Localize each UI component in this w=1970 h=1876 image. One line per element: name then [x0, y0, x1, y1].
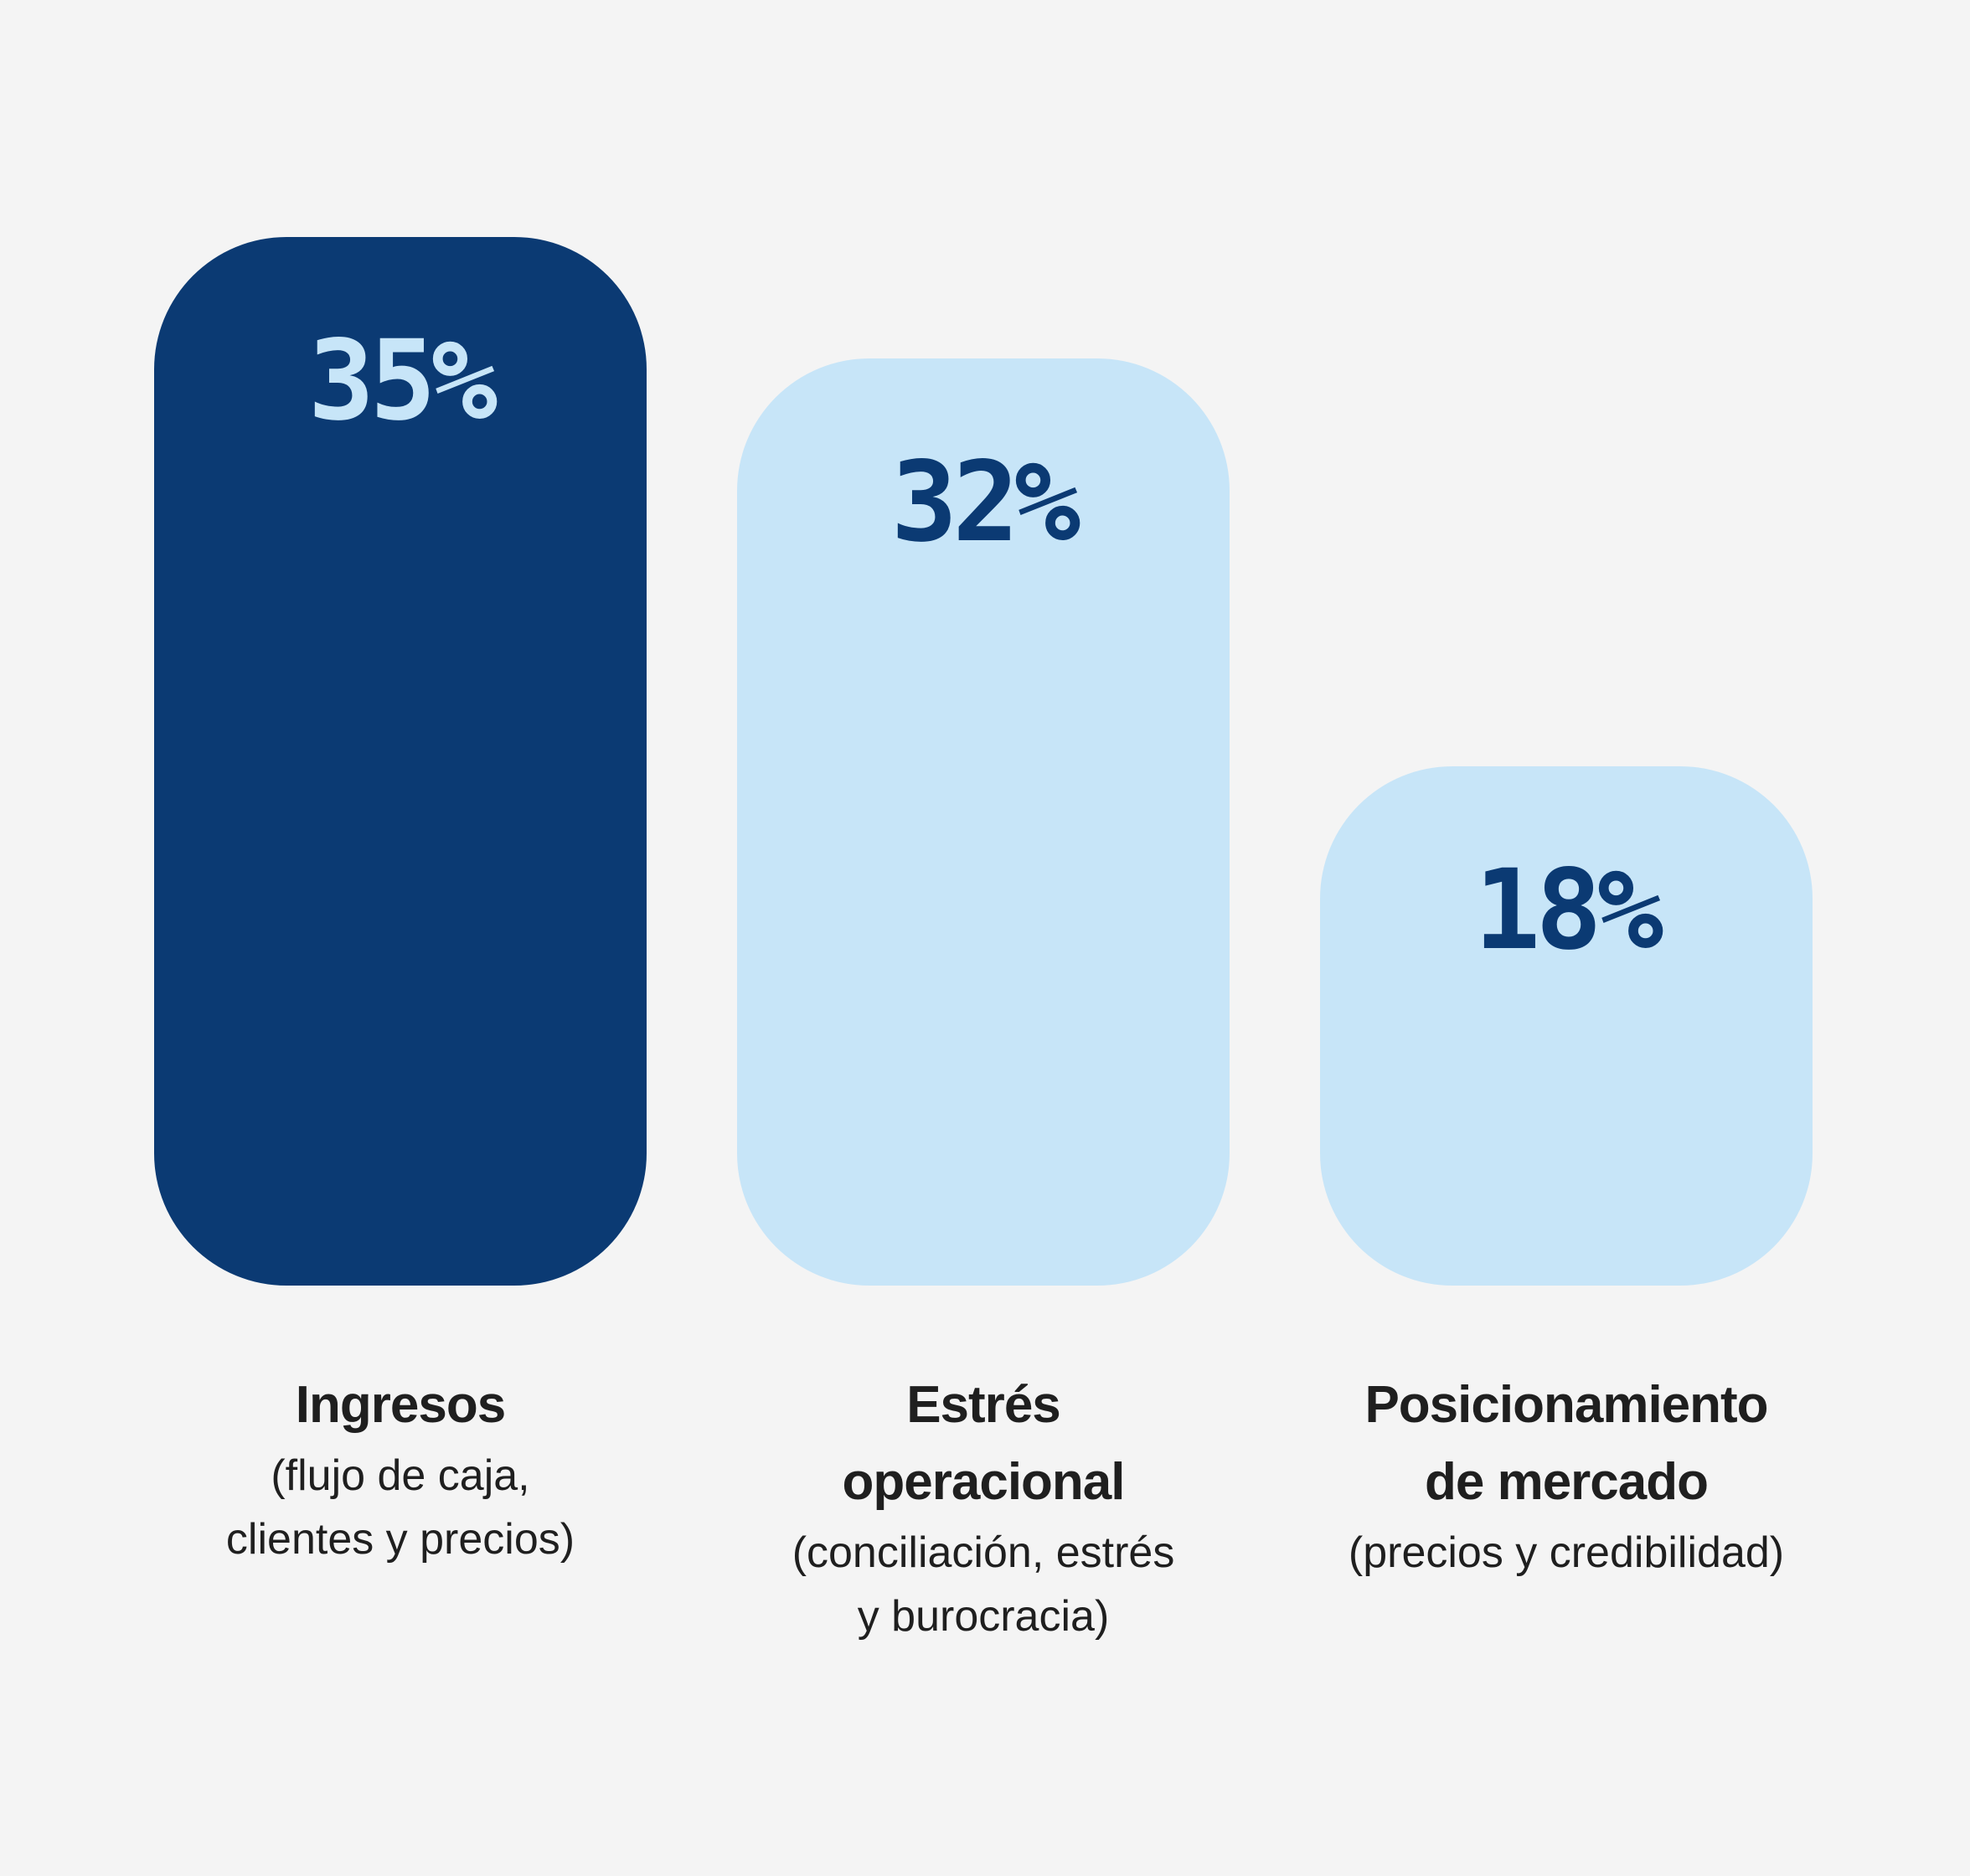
category-title: operacional [842, 1453, 1126, 1511]
category-label: Ingresos (flujo de caja, clientes y precio… [107, 1367, 694, 1571]
data-label: 35% [307, 317, 498, 446]
category-label: Posicionamiento de mercado (precios y cred… [1273, 1367, 1859, 1585]
category-subtitle: y burocracia) [857, 1592, 1110, 1641]
category-subtitle: (conciliación, estrés [792, 1528, 1175, 1577]
category-title: Estrés [906, 1376, 1061, 1434]
bar-3: 18% [1320, 766, 1813, 1286]
category-label: Estrés operacional (conciliación, estrés y … [690, 1367, 1276, 1648]
category-title: Ingresos [295, 1376, 506, 1434]
category-subtitle: (precios y credibilidad) [1348, 1528, 1785, 1577]
category-title: de mercado [1424, 1453, 1709, 1511]
category-title: Posicionamiento [1364, 1376, 1768, 1434]
category-subtitle: clientes y precios) [225, 1515, 575, 1564]
data-label: 32% [890, 438, 1080, 567]
data-label: 18% [1473, 846, 1663, 975]
category-subtitle: (flujo de caja, [271, 1451, 530, 1500]
bar-2: 32% [737, 358, 1230, 1286]
bar-1: 35% [154, 237, 647, 1286]
